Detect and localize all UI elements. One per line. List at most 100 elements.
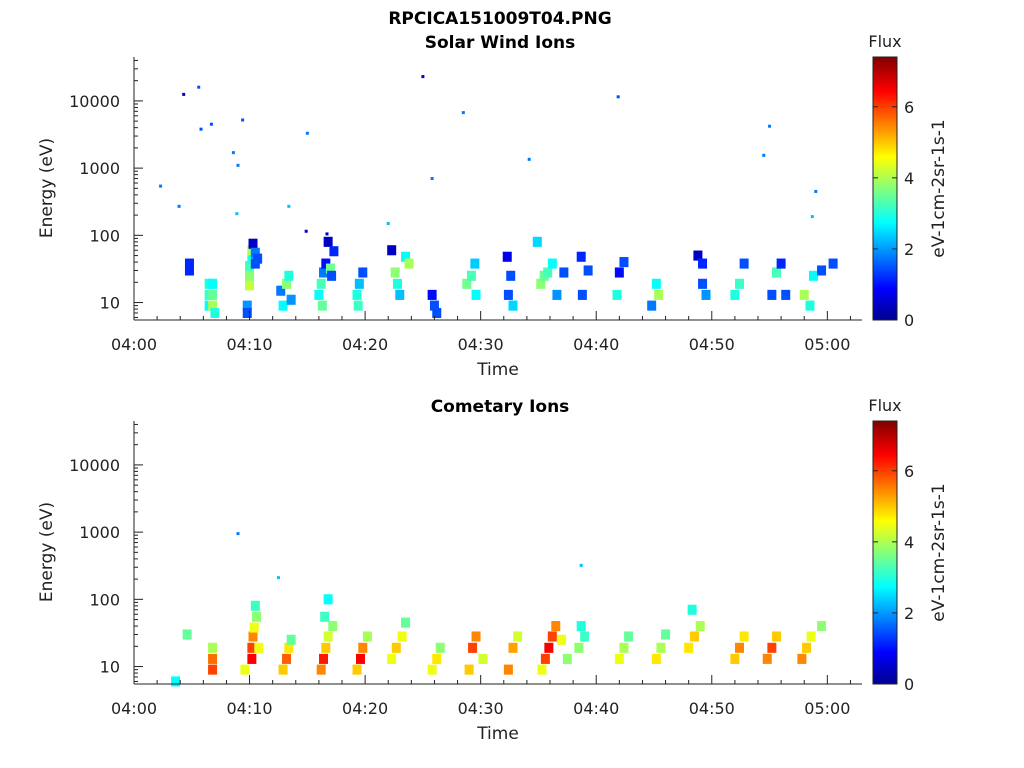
data-cell (547, 258, 557, 269)
x-tick-label: 04:10 (227, 699, 273, 718)
colorbar-title: Flux (868, 32, 901, 51)
data-cell (462, 278, 472, 289)
y-tick-label: 1000 (79, 159, 120, 178)
data-cell (352, 664, 362, 675)
panel-title: Solar Wind Ions (425, 33, 576, 53)
data-cell (735, 642, 745, 653)
data-cell (661, 629, 671, 640)
data-cell (771, 267, 781, 278)
data-cell (470, 258, 480, 269)
data-cell (762, 153, 766, 157)
data-cell (552, 289, 562, 300)
y-tick-label: 1000 (79, 523, 120, 542)
data-cell (624, 631, 634, 642)
data-cell (430, 177, 434, 181)
data-cell (354, 278, 364, 289)
data-cell (248, 631, 258, 642)
data-cell (387, 245, 397, 256)
data-cell (547, 631, 557, 642)
figure-title: RPCICA151009T04.PNG (388, 9, 611, 29)
data-cell (806, 631, 816, 642)
data-cell (241, 118, 245, 122)
x-tick-label: 05:00 (804, 699, 850, 718)
data-cell (684, 642, 694, 653)
data-cell (325, 232, 329, 236)
x-tick-label: 04:40 (573, 335, 619, 354)
x-tick-label: 04:20 (342, 335, 388, 354)
data-cell (353, 300, 363, 311)
colorbar-tick-label: 2 (904, 240, 914, 259)
colorbar-tick-label: 4 (904, 533, 914, 552)
data-cell (248, 238, 258, 249)
data-cell (250, 600, 260, 611)
data-cell (513, 631, 523, 642)
data-cell (580, 631, 590, 642)
y-tick-label: 10000 (69, 92, 120, 111)
x-tick-label: 05:00 (804, 335, 850, 354)
data-cell (208, 289, 218, 300)
data-cell (208, 642, 218, 653)
data-cell (557, 634, 567, 645)
data-cell (478, 653, 488, 664)
data-cell (647, 300, 657, 311)
data-cell (503, 664, 513, 675)
data-cell (771, 631, 781, 642)
data-cell (429, 300, 439, 311)
data-cell (432, 307, 442, 319)
data-cell (276, 576, 280, 580)
data-cell (508, 642, 518, 653)
data-cell (245, 260, 255, 272)
data-cell (240, 664, 250, 675)
data-cell (559, 267, 569, 278)
data-cell (355, 653, 365, 664)
x-tick-label: 04:20 (342, 699, 388, 718)
x-tick-label: 04:50 (689, 699, 735, 718)
data-cell (245, 270, 255, 281)
data-cell (814, 189, 818, 193)
data-cell (799, 289, 809, 300)
panel-title: Cometary Ions (431, 397, 570, 417)
data-cell (781, 289, 791, 300)
data-cell (284, 270, 294, 281)
x-axis-label: Time (476, 360, 519, 380)
data-cell (323, 594, 333, 605)
data-cell (701, 289, 711, 300)
data-cell (614, 653, 624, 664)
data-cell (395, 289, 405, 300)
data-cell (404, 258, 414, 269)
colorbar-unit-label: eV-1cm-2sr-1s-1 (929, 119, 949, 257)
data-cell (435, 642, 445, 653)
data-cell (427, 664, 437, 675)
data-cell (468, 642, 478, 653)
x-tick-label: 04:30 (458, 335, 504, 354)
data-cell (276, 285, 286, 296)
data-cell (506, 270, 516, 281)
data-cell (536, 278, 546, 289)
data-cell (392, 278, 402, 289)
data-cell (651, 653, 661, 664)
data-cell (236, 163, 240, 167)
data-cell (323, 236, 333, 247)
data-cell (247, 653, 257, 664)
data-cell (282, 278, 292, 289)
data-cell (319, 653, 329, 664)
data-cell (352, 289, 362, 300)
data-cell (802, 642, 812, 653)
data-cell (776, 258, 786, 269)
data-cell (387, 653, 397, 664)
data-cell (401, 617, 411, 628)
data-cell (304, 229, 308, 233)
data-cell (471, 631, 481, 642)
data-cell (236, 532, 240, 536)
data-cell (527, 157, 531, 161)
data-cell (612, 289, 622, 300)
data-cell (540, 653, 550, 664)
data-cell (210, 307, 220, 319)
colorbar-title: Flux (868, 396, 901, 415)
data-cell (651, 278, 661, 289)
data-cell (251, 611, 261, 622)
data-cell (401, 251, 411, 262)
data-cell (184, 265, 194, 276)
panel-1: 10 100 1000 10000 04:00 04:10 04:20 04:30 04:40 0… (37, 32, 949, 380)
